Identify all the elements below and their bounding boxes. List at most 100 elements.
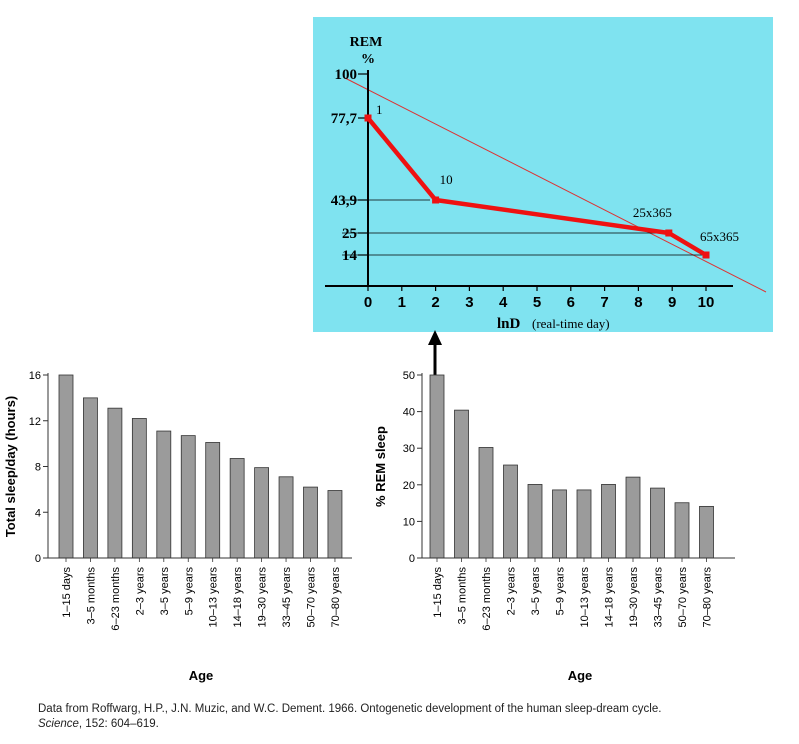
- x-tick-label: 0: [364, 294, 372, 311]
- rem-bar: [454, 409, 469, 559]
- sleep-y-axis-title: Total sleep/day (hours): [3, 396, 18, 537]
- sleep-bar: [303, 486, 318, 559]
- sleep-y-tick-label: 4: [35, 507, 41, 519]
- y-tick-label: 100: [335, 67, 358, 83]
- y-tick-label: 14: [342, 248, 358, 264]
- rem-bar: [650, 487, 665, 559]
- rem-x-tick-label: 6–23 months: [481, 567, 493, 631]
- rem-x-tick-label: 1–15 days: [432, 567, 444, 618]
- sleep-y-tick-label: 8: [35, 462, 41, 474]
- citation-line-2: Science, 152: 604–619.: [38, 717, 778, 732]
- rem-y-axis-title: % REM sleep: [373, 426, 388, 507]
- y-axis-unit: %: [361, 52, 375, 67]
- y-tick-label: 77,7: [331, 111, 358, 127]
- rem-data-point: [432, 196, 440, 204]
- rem-point-label: 10: [440, 172, 453, 187]
- rem-x-tick-label: 50–70 years: [677, 567, 689, 628]
- citation: Data from Roffwarg, H.P., J.N. Muzic, an…: [38, 702, 778, 732]
- rem-x-tick-label: 70–80 years: [702, 567, 714, 628]
- sleep-y-tick-label: 0: [35, 553, 41, 565]
- x-axis-subtitle: (real-time day): [532, 316, 610, 331]
- x-tick-label: 1: [398, 294, 406, 311]
- x-tick-label: 10: [698, 294, 715, 311]
- sleep-x-tick-label: 3–5 months: [85, 567, 97, 625]
- rem-y-tick-label: 0: [409, 553, 415, 565]
- sleep-x-tick-label: 3–5 years: [159, 567, 171, 616]
- x-tick-label: 2: [431, 294, 439, 311]
- sleep-x-tick-label: 70–80 years: [330, 567, 342, 628]
- rem-y-tick-label: 40: [403, 407, 415, 419]
- x-tick-label: 8: [634, 294, 642, 311]
- y-tick-label: 25: [342, 226, 357, 242]
- rem-series-line: [366, 116, 708, 257]
- rem-y-tick-label: 30: [403, 443, 415, 455]
- sleep-bar: [205, 442, 221, 559]
- sleep-bar: [254, 467, 270, 559]
- rem-y-tick-label: 20: [403, 480, 415, 492]
- x-tick-label: 3: [465, 294, 473, 311]
- rem-bar: [576, 489, 592, 559]
- rem-bar: [601, 484, 616, 559]
- sleep-bar: [278, 476, 294, 559]
- trend-line: [344, 77, 767, 293]
- x-axis-title: lnD: [497, 316, 521, 332]
- rem-bar: [625, 476, 641, 559]
- rem-y-tick-label: 50: [403, 370, 415, 382]
- sleep-x-tick-label: 14–18 years: [232, 567, 244, 628]
- rem-x-tick-label: 3–5 years: [530, 567, 542, 616]
- rem-x-tick-label: 5–9 years: [555, 567, 567, 616]
- rem-bar: [429, 374, 445, 559]
- sleep-x-axis-title: Age: [189, 668, 214, 683]
- rem-vs-lnd-chart-panel: [313, 17, 773, 332]
- sleep-x-tick-label: 6–23 months: [110, 567, 122, 631]
- rem-bar: [478, 447, 494, 559]
- rem-point-label: 65x365: [700, 229, 739, 244]
- rem-x-axis-title: Age: [568, 668, 593, 683]
- rem-x-tick-label: 10–13 years: [579, 567, 591, 628]
- sleep-bar: [107, 407, 123, 559]
- sleep-bar: [58, 374, 74, 559]
- citation-pages: , 152: 604–619.: [78, 718, 159, 730]
- rem-data-point: [364, 114, 372, 122]
- rem-data-point: [665, 229, 673, 237]
- x-tick-label: 6: [567, 294, 575, 311]
- x-tick-label: 7: [600, 294, 608, 311]
- citation-line-1: Data from Roffwarg, H.P., J.N. Muzic, an…: [38, 703, 662, 715]
- sleep-bar: [327, 490, 343, 559]
- rem-bar: [674, 502, 690, 559]
- rem-x-tick-label: 14–18 years: [604, 567, 616, 628]
- rem-data-point: [702, 251, 710, 259]
- rem-point-label: 1: [376, 102, 383, 117]
- sleep-bar: [131, 418, 147, 559]
- sleep-bar: [180, 435, 196, 559]
- sleep-x-tick-label: 33–45 years: [281, 567, 293, 628]
- x-tick-label: 5: [533, 294, 541, 311]
- sleep-x-tick-label: 1–15 days: [61, 567, 73, 618]
- sleep-x-tick-label: 19–30 years: [257, 567, 269, 628]
- rem-x-tick-label: 2–3 years: [506, 567, 518, 616]
- citation-journal: Science: [38, 718, 79, 730]
- rem-x-tick-label: 3–5 months: [457, 567, 469, 625]
- sleep-y-tick-label: 16: [29, 370, 41, 382]
- y-axis-title: REM: [350, 35, 383, 50]
- rem-point-label: 25x365: [633, 205, 672, 220]
- sleep-bar: [83, 397, 98, 559]
- x-tick-label: 9: [668, 294, 676, 311]
- sleep-bar: [156, 430, 172, 559]
- rem-x-tick-label: 33–45 years: [653, 567, 665, 628]
- rem-y-tick-label: 10: [403, 516, 415, 528]
- rem-bar: [552, 489, 567, 559]
- sleep-bar: [229, 458, 245, 559]
- link-arrow-head: [428, 330, 442, 345]
- rem-bar: [527, 484, 543, 559]
- x-tick-label: 4: [499, 294, 508, 311]
- sleep-x-tick-label: 2–3 years: [134, 567, 146, 616]
- sleep-x-tick-label: 50–70 years: [306, 567, 318, 628]
- sleep-x-tick-label: 10–13 years: [208, 567, 220, 628]
- rem-bar: [503, 464, 518, 559]
- rem-x-tick-label: 19–30 years: [628, 567, 640, 628]
- rem-bar: [699, 505, 714, 559]
- sleep-y-tick-label: 12: [29, 416, 41, 428]
- sleep-x-tick-label: 5–9 years: [183, 567, 195, 616]
